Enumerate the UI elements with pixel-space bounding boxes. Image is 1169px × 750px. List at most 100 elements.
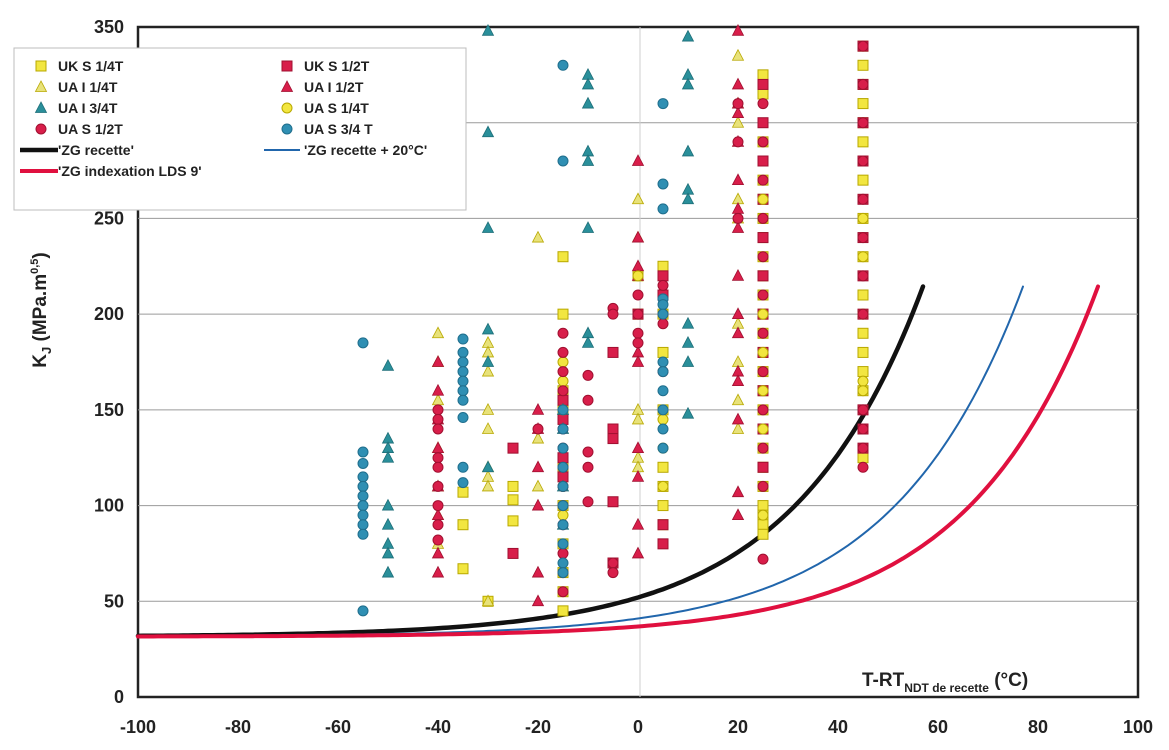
data-point	[631, 517, 645, 530]
data-point	[631, 355, 645, 367]
data-point	[657, 413, 669, 425]
data-point	[757, 232, 769, 244]
data-point	[857, 346, 869, 358]
data-point	[857, 155, 869, 167]
data-point	[657, 279, 669, 291]
data-point	[731, 48, 745, 61]
data-point	[757, 136, 769, 148]
data-point	[357, 500, 369, 512]
data-point	[657, 270, 669, 282]
data-point	[581, 154, 595, 166]
legend-marker	[35, 123, 47, 135]
data-point	[731, 508, 745, 521]
data-point	[381, 450, 395, 463]
data-point	[732, 136, 744, 148]
x-tick-label: 100	[1123, 717, 1153, 737]
data-point	[657, 346, 669, 358]
legend-label: UA I 1/4T	[58, 79, 118, 95]
data-point	[381, 546, 395, 559]
legend-marker	[280, 80, 294, 92]
legend-label: UK S 1/4T	[58, 58, 124, 74]
data-point	[531, 431, 545, 444]
legend-label: 'ZG recette'	[58, 142, 134, 158]
data-point	[657, 442, 669, 454]
data-points	[357, 23, 869, 617]
data-point	[531, 594, 545, 607]
data-point	[632, 270, 644, 282]
data-point	[557, 519, 569, 531]
data-point	[457, 563, 469, 575]
data-point	[481, 322, 495, 335]
data-point	[431, 546, 445, 559]
data-point	[681, 406, 695, 419]
data-point	[857, 308, 869, 320]
data-point	[757, 385, 769, 397]
data-point	[857, 442, 869, 454]
data-point	[681, 335, 695, 348]
data-point	[507, 547, 519, 559]
data-point	[357, 519, 369, 531]
x-tick-label: -20	[525, 717, 551, 737]
data-point	[857, 40, 869, 52]
data-point	[731, 412, 745, 425]
data-point	[557, 366, 569, 378]
data-point	[681, 77, 695, 90]
data-point	[757, 461, 769, 473]
data-point	[857, 270, 869, 282]
data-point	[657, 366, 669, 378]
data-point	[731, 173, 745, 186]
data-point	[657, 423, 669, 435]
data-point	[457, 333, 469, 345]
data-point	[557, 557, 569, 569]
legend-marker	[34, 101, 48, 113]
data-point	[481, 364, 495, 377]
legend-label: UA S 3/4 T	[304, 121, 373, 137]
x-tick-label: -60	[325, 717, 351, 737]
data-point	[757, 117, 769, 129]
data-point	[757, 155, 769, 167]
data-point	[557, 251, 569, 263]
data-point	[457, 519, 469, 531]
data-point	[381, 498, 395, 511]
legend-label: UA I 3/4T	[58, 100, 118, 116]
data-point	[657, 404, 669, 416]
data-point	[557, 308, 569, 320]
data-point	[631, 412, 645, 425]
data-point	[757, 423, 769, 435]
data-point	[531, 565, 545, 578]
data-point	[531, 460, 545, 473]
data-point	[857, 59, 869, 71]
data-point	[657, 203, 669, 215]
data-point	[857, 327, 869, 339]
data-point	[357, 605, 369, 617]
x-tick-label: 20	[728, 717, 748, 737]
data-point	[557, 59, 569, 71]
data-point	[557, 375, 569, 387]
legend-marker	[281, 123, 293, 135]
data-point	[481, 23, 495, 36]
data-point	[357, 490, 369, 502]
data-point	[857, 117, 869, 129]
data-point	[557, 586, 569, 598]
data-point	[632, 289, 644, 301]
data-point	[757, 270, 769, 282]
data-point	[681, 144, 695, 157]
x-tick-labels: -100 -80 -60 -40 -20 0 20 40 60 80 100	[120, 717, 1153, 737]
y-tick-label: 250	[94, 208, 124, 228]
data-point	[657, 519, 669, 531]
data-point	[857, 193, 869, 205]
data-point	[631, 546, 645, 559]
data-point	[457, 366, 469, 378]
data-point	[607, 567, 619, 579]
data-point	[432, 534, 444, 546]
data-point	[557, 385, 569, 397]
y-tick-label: 200	[94, 304, 124, 324]
data-point	[557, 155, 569, 167]
legend-label: UA I 1/2T	[304, 79, 364, 95]
data-point	[431, 565, 445, 578]
data-point	[557, 356, 569, 368]
data-point	[857, 174, 869, 186]
data-point	[557, 461, 569, 473]
data-point	[581, 221, 595, 233]
data-point	[381, 517, 395, 530]
